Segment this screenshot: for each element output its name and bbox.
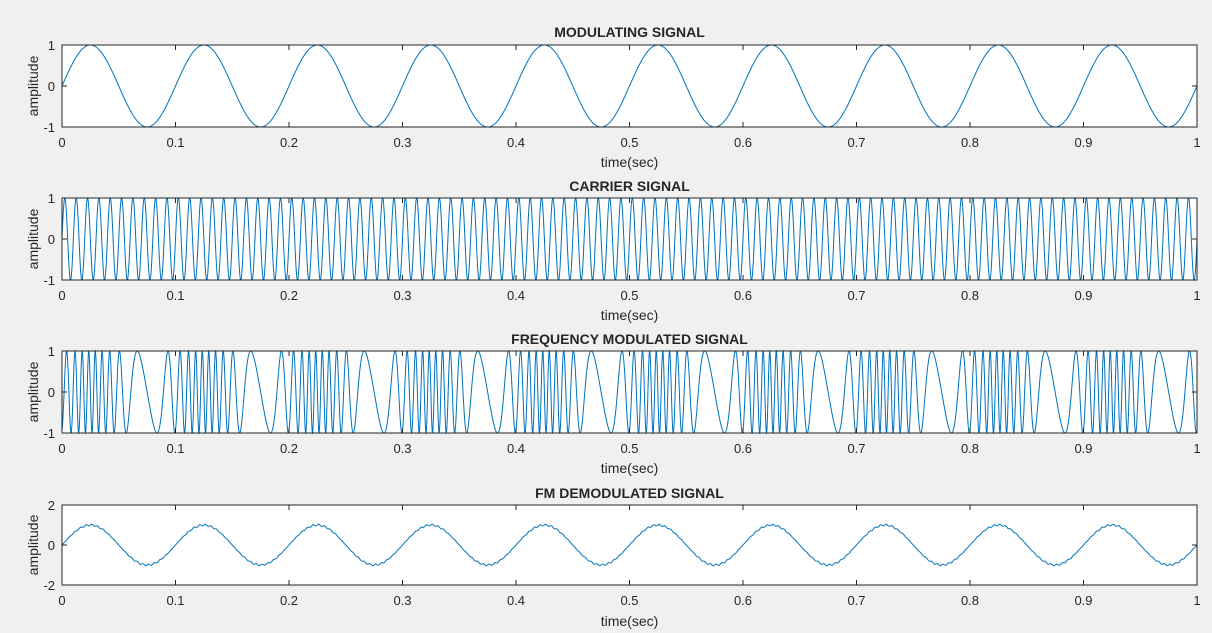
x-tick-label: 0.9 <box>1074 135 1092 150</box>
x-axis-label: time(sec) <box>601 154 659 170</box>
x-tick-label: 0.7 <box>847 441 865 456</box>
y-tick-label: 0 <box>48 538 55 553</box>
subplot-frequency-modulated-signal: FREQUENCY MODULATED SIGNAL time(sec) amp… <box>25 331 1201 476</box>
x-tick-label: 0.2 <box>280 593 298 608</box>
x-tick-label: 0 <box>58 441 65 456</box>
x-tick-label: 0.4 <box>507 593 525 608</box>
x-tick-label: 0.5 <box>620 441 638 456</box>
y-tick-labels: 2 0 -2 <box>43 498 55 593</box>
y-tick-label: 1 <box>48 38 55 53</box>
x-tick-label: 0.1 <box>166 593 184 608</box>
x-axis-label: time(sec) <box>601 307 659 323</box>
x-tick-label: 0.9 <box>1074 593 1092 608</box>
series-line <box>61 523 1198 567</box>
tick-marks <box>61 350 1198 434</box>
y-tick-labels: 1 0 -1 <box>43 191 55 288</box>
subplot-fm-demodulated-signal: FM DEMODULATED SIGNAL time(sec) amplitud… <box>25 485 1201 629</box>
chart-title: FREQUENCY MODULATED SIGNAL <box>511 331 748 347</box>
x-tick-label: 0.2 <box>280 288 298 303</box>
x-tick-label: 0.3 <box>393 441 411 456</box>
x-tick-label: 0.1 <box>166 288 184 303</box>
x-tick-labels: 0 0.1 0.2 0.3 0.4 0.5 0.6 0.7 0.8 0.9 1 <box>58 288 1200 303</box>
series-line <box>61 197 1198 281</box>
y-axis-label: amplitude <box>25 361 41 422</box>
y-tick-label: -1 <box>43 273 55 288</box>
y-tick-label: -2 <box>43 578 55 593</box>
x-tick-label: 1 <box>1193 441 1200 456</box>
x-tick-label: 1 <box>1193 135 1200 150</box>
y-tick-label: 1 <box>48 344 55 359</box>
chart-title: FM DEMODULATED SIGNAL <box>535 485 724 501</box>
y-axis-label: amplitude <box>25 55 41 116</box>
x-tick-label: 0.7 <box>847 135 865 150</box>
x-tick-label: 1 <box>1193 593 1200 608</box>
x-tick-label: 0.2 <box>280 441 298 456</box>
x-tick-label: 1 <box>1193 288 1200 303</box>
x-tick-label: 0.8 <box>961 135 979 150</box>
x-tick-label: 0 <box>58 593 65 608</box>
axes-background <box>62 351 1197 433</box>
x-tick-labels: 0 0.1 0.2 0.3 0.4 0.5 0.6 0.7 0.8 0.9 1 <box>58 441 1200 456</box>
x-tick-label: 0.7 <box>847 288 865 303</box>
x-tick-label: 0.4 <box>507 288 525 303</box>
y-tick-label: 0 <box>48 385 55 400</box>
x-tick-labels: 0 0.1 0.2 0.3 0.4 0.5 0.6 0.7 0.8 0.9 1 <box>58 135 1200 150</box>
x-tick-label: 0.4 <box>507 135 525 150</box>
x-tick-label: 0.5 <box>620 135 638 150</box>
subplot-carrier-signal: CARRIER SIGNAL time(sec) amplitude 0 0.1… <box>25 178 1201 323</box>
x-tick-label: 0 <box>58 135 65 150</box>
x-tick-label: 0.6 <box>734 135 752 150</box>
x-tick-label: 0.8 <box>961 441 979 456</box>
x-tick-label: 0.9 <box>1074 441 1092 456</box>
tick-marks <box>61 44 1198 128</box>
chart-title: CARRIER SIGNAL <box>569 178 690 194</box>
y-tick-label: 1 <box>48 191 55 206</box>
x-tick-label: 0.2 <box>280 135 298 150</box>
x-tick-label: 0.8 <box>961 593 979 608</box>
x-tick-label: 0.3 <box>393 593 411 608</box>
y-tick-label: 0 <box>48 232 55 247</box>
y-tick-label: 0 <box>48 79 55 94</box>
x-tick-label: 0.8 <box>961 288 979 303</box>
tick-marks <box>61 197 1198 281</box>
x-tick-label: 0.5 <box>620 288 638 303</box>
x-tick-label: 0.3 <box>393 135 411 150</box>
x-axis-label: time(sec) <box>601 460 659 476</box>
series-line <box>61 44 1198 128</box>
y-tick-label: -1 <box>43 426 55 441</box>
x-tick-label: 0.1 <box>166 441 184 456</box>
y-tick-label: 2 <box>48 498 55 513</box>
x-tick-label: 0.1 <box>166 135 184 150</box>
x-tick-label: 0 <box>58 288 65 303</box>
tick-marks <box>61 504 1198 586</box>
x-tick-label: 0.4 <box>507 441 525 456</box>
x-tick-label: 0.6 <box>734 288 752 303</box>
y-tick-labels: 1 0 -1 <box>43 344 55 441</box>
x-tick-label: 0.7 <box>847 593 865 608</box>
y-axis-label: amplitude <box>25 208 41 269</box>
y-tick-labels: 1 0 -1 <box>43 38 55 135</box>
x-axis-label: time(sec) <box>601 613 659 629</box>
x-tick-label: 0.9 <box>1074 288 1092 303</box>
x-tick-label: 0.3 <box>393 288 411 303</box>
y-tick-label: -1 <box>43 120 55 135</box>
x-tick-label: 0.6 <box>734 441 752 456</box>
chart-title: MODULATING SIGNAL <box>554 24 705 40</box>
x-tick-label: 0.5 <box>620 593 638 608</box>
x-tick-labels: 0 0.1 0.2 0.3 0.4 0.5 0.6 0.7 0.8 0.9 1 <box>58 593 1200 608</box>
x-tick-label: 0.6 <box>734 593 752 608</box>
subplot-modulating-signal: MODULATING SIGNAL time(sec) amplitude 0 … <box>25 24 1201 170</box>
y-axis-label: amplitude <box>25 514 41 575</box>
